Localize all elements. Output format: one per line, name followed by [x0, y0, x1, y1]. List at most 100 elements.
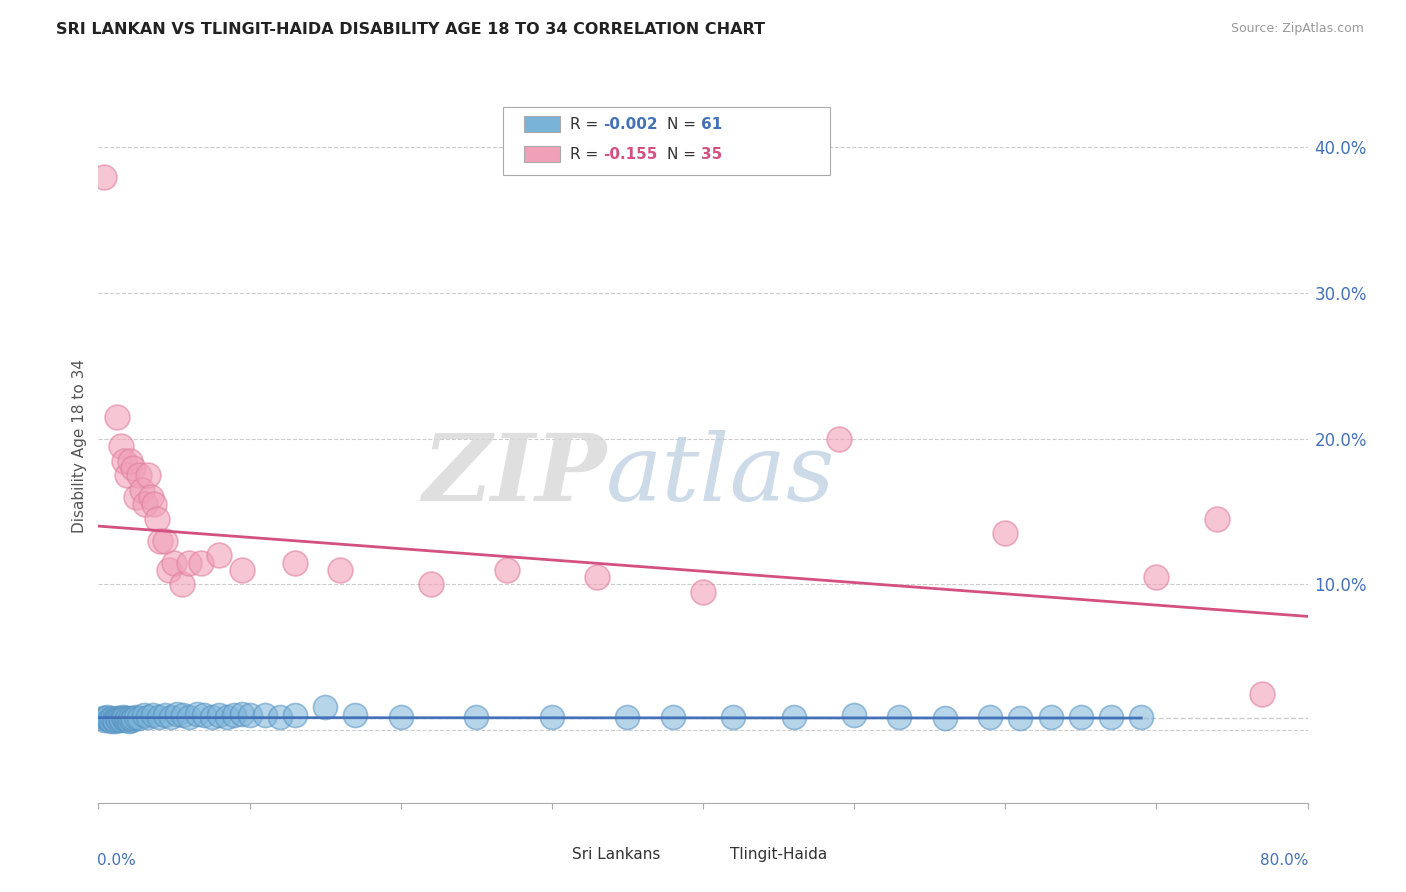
Point — [125, 710, 148, 724]
Point — [540, 710, 562, 724]
Y-axis label: Disability Age 18 to 34: Disability Age 18 to 34 — [72, 359, 87, 533]
Point — [1070, 710, 1092, 724]
Point — [1099, 710, 1122, 724]
Point — [146, 512, 169, 526]
Point — [128, 711, 150, 725]
Point — [495, 563, 517, 577]
Point — [253, 708, 276, 723]
Point — [215, 710, 238, 724]
Point — [844, 708, 866, 723]
Text: -0.155: -0.155 — [603, 146, 657, 161]
Text: R =: R = — [569, 117, 603, 132]
Point — [134, 497, 156, 511]
Point — [110, 439, 132, 453]
Point — [105, 409, 128, 424]
Point — [131, 483, 153, 497]
Point — [128, 468, 150, 483]
Point — [148, 710, 170, 724]
Point — [783, 710, 806, 724]
Text: N =: N = — [666, 146, 700, 161]
Point — [224, 708, 246, 723]
Point — [120, 453, 142, 467]
Point — [186, 706, 208, 721]
Point — [201, 710, 224, 724]
Point — [153, 708, 176, 723]
Point — [93, 169, 115, 184]
Point — [98, 713, 121, 727]
Point — [136, 468, 159, 483]
Point — [208, 708, 231, 723]
Point — [828, 432, 851, 446]
Point — [389, 710, 412, 724]
Point — [141, 490, 163, 504]
Point — [723, 710, 745, 724]
Text: atlas: atlas — [606, 430, 835, 519]
Point — [93, 713, 115, 727]
Point — [190, 556, 212, 570]
Point — [153, 533, 176, 548]
Text: -0.002: -0.002 — [603, 117, 657, 132]
Point — [344, 708, 367, 723]
Text: 61: 61 — [700, 117, 721, 132]
Point — [149, 533, 172, 548]
Point — [112, 453, 135, 467]
Bar — [690, 846, 721, 867]
Point — [122, 711, 145, 725]
Point — [118, 714, 141, 729]
Point — [91, 711, 114, 725]
Point — [143, 497, 166, 511]
Bar — [524, 116, 561, 132]
Point — [314, 699, 336, 714]
Text: ZIP: ZIP — [422, 430, 606, 519]
Point — [269, 710, 291, 724]
Point — [107, 713, 129, 727]
Point — [132, 708, 155, 723]
Point — [142, 708, 165, 723]
Point — [104, 714, 127, 729]
Text: Source: ZipAtlas.com: Source: ZipAtlas.com — [1230, 22, 1364, 36]
Point — [94, 711, 117, 725]
Point — [160, 710, 183, 724]
Point — [115, 711, 138, 725]
Point — [208, 548, 231, 562]
Text: 0.0%: 0.0% — [97, 853, 136, 868]
Bar — [524, 146, 561, 162]
Point — [108, 711, 131, 725]
Point — [96, 710, 118, 724]
Point — [1144, 570, 1167, 584]
Point — [125, 490, 148, 504]
Text: 35: 35 — [700, 146, 721, 161]
Point — [101, 711, 124, 725]
Bar — [534, 846, 564, 867]
Point — [934, 711, 956, 725]
Point — [115, 468, 138, 483]
Point — [163, 556, 186, 570]
Text: N =: N = — [666, 117, 700, 132]
Point — [179, 556, 201, 570]
Point — [111, 710, 134, 724]
Point — [179, 710, 201, 724]
Point — [105, 711, 128, 725]
Point — [420, 577, 443, 591]
Text: Sri Lankans: Sri Lankans — [572, 847, 661, 863]
Text: Tlingit-Haida: Tlingit-Haida — [730, 847, 827, 863]
Point — [994, 526, 1017, 541]
Point — [465, 710, 488, 724]
Point — [692, 584, 714, 599]
Point — [100, 714, 122, 729]
Point — [121, 713, 143, 727]
Point — [979, 710, 1001, 724]
Text: 80.0%: 80.0% — [1260, 853, 1309, 868]
Point — [110, 713, 132, 727]
Point — [159, 563, 181, 577]
Point — [114, 713, 136, 727]
Point — [1130, 710, 1153, 724]
Point — [122, 460, 145, 475]
Text: R =: R = — [569, 146, 603, 161]
Point — [231, 706, 253, 721]
Point — [112, 711, 135, 725]
Point — [329, 563, 352, 577]
Point — [120, 711, 142, 725]
Point — [586, 570, 609, 584]
Point — [170, 577, 193, 591]
